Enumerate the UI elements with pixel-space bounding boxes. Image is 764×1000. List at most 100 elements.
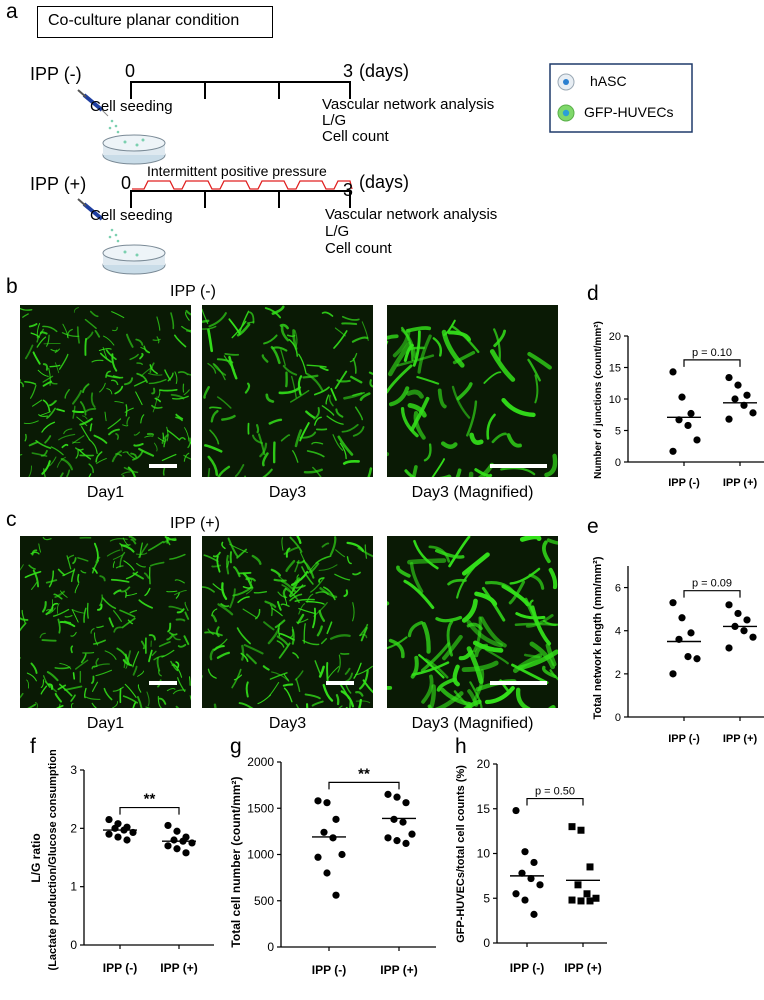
micrograph-ippminus-day3 <box>202 305 373 477</box>
data-point <box>402 839 410 847</box>
micrograph-ippplus-day3 <box>202 536 373 708</box>
y-tick-label: 6 <box>615 583 621 595</box>
data-point <box>123 836 131 844</box>
micrograph-ippminus-day1 <box>20 305 191 477</box>
panel-label-f: f <box>30 735 36 758</box>
significance-bracket <box>328 781 400 790</box>
data-point <box>749 409 757 417</box>
data-point <box>725 601 733 609</box>
data-point <box>393 793 401 801</box>
y-axis-label: Total network length (mm/mm²) <box>592 556 604 719</box>
panel-label-c: c <box>6 508 17 531</box>
y-axis-label-sub: (Lactate production/Glucose consumption) <box>47 750 59 970</box>
panel-b-title: IPP (-) <box>170 283 216 300</box>
timeline-start: 0 <box>121 173 132 193</box>
x-tick-label: IPP (-) <box>668 477 700 489</box>
panel-label-h: h <box>455 735 467 758</box>
significance-annotation: ** <box>358 765 370 782</box>
y-tick-label: 1 <box>70 880 77 894</box>
data-point <box>408 830 416 838</box>
micrograph-ippplus-day1 <box>20 536 191 708</box>
y-tick-label: 20 <box>609 331 621 343</box>
data-point <box>105 830 113 838</box>
timeline-end: 3 <box>343 61 354 81</box>
caption-day3-magnified: Day3 (Magnified) <box>411 484 534 501</box>
timeline-diagram <box>77 63 693 275</box>
data-point <box>743 616 751 624</box>
chart-g-cell-number: 0 500 1000 1500 2000 IPP (-) IPP (+) Total cell… <box>229 755 436 977</box>
caption-day3-magnified: Day3 (Magnified) <box>411 715 534 732</box>
cell-seeding-label: Cell seeding <box>90 98 173 115</box>
culture-dish-icon <box>102 244 166 275</box>
y-tick-label: 1500 <box>247 801 274 815</box>
data-point <box>320 828 328 836</box>
y-tick-label: 2 <box>70 821 77 835</box>
y-tick-label: 1000 <box>247 848 274 862</box>
micrograph-ippplus-day3-magnified <box>387 536 558 708</box>
data-point <box>684 421 692 430</box>
data-point <box>384 790 392 798</box>
legend-hasc-label: hASC <box>590 73 627 89</box>
data-point <box>329 834 337 842</box>
data-point <box>527 874 535 883</box>
data-point <box>749 633 757 641</box>
data-point <box>173 827 181 835</box>
analysis-item: L/G <box>322 112 347 129</box>
y-tick-label: 3 <box>70 763 77 777</box>
panel-label-e: e <box>587 515 599 538</box>
syringe-icon <box>77 89 120 134</box>
micrograph-ippminus-day3-magnified <box>387 305 558 477</box>
analysis-item: Cell count <box>325 240 392 257</box>
data-point <box>173 845 181 853</box>
x-tick-label: IPP (-) <box>103 961 137 975</box>
data-point <box>393 837 401 845</box>
data-point <box>314 853 322 861</box>
significance-annotation: p = 0.09 <box>692 578 732 590</box>
x-tick-label: IPP (+) <box>160 961 197 975</box>
analysis-item: L/G <box>325 223 350 240</box>
data-point <box>521 896 529 904</box>
data-point <box>583 890 591 898</box>
data-point <box>402 799 410 807</box>
data-point <box>592 894 600 902</box>
data-point <box>338 850 346 859</box>
panel-c-title: IPP (+) <box>170 515 220 532</box>
timeline-unit: (days) <box>359 172 410 192</box>
data-point <box>669 670 677 678</box>
timeline-end: 3 <box>343 180 354 200</box>
data-point <box>188 839 196 847</box>
data-point <box>332 891 340 899</box>
data-point <box>693 436 701 444</box>
data-point <box>384 834 392 842</box>
significance-bracket <box>526 797 584 806</box>
data-point <box>693 655 701 663</box>
significance-bracket <box>119 806 180 815</box>
y-axis-label: Number of junctions (count/mm²) <box>593 321 604 479</box>
panel-label-a: a <box>6 0 18 23</box>
x-tick-label: IPP (+) <box>564 961 601 975</box>
data-point <box>518 869 526 877</box>
data-point <box>669 368 677 376</box>
data-point <box>740 627 748 635</box>
y-tick-label: 0 <box>615 712 621 724</box>
data-point <box>323 799 331 807</box>
chart-f-lg-ratio: 0 1 2 3 IPP (-) IPP (+) L/G ratio (Lactate prod… <box>29 750 214 975</box>
y-axis-label: L/G ratio <box>29 833 43 882</box>
data-point <box>731 395 739 403</box>
panel-a-title-box: Co-culture planar condition <box>37 6 273 38</box>
data-point <box>164 842 172 850</box>
y-tick-label: 0 <box>615 457 621 469</box>
y-tick-label: 5 <box>483 891 490 905</box>
data-point <box>687 629 695 637</box>
data-point <box>399 818 407 826</box>
data-point <box>678 614 686 622</box>
chart-e-network-length: 0 2 4 6 IPP (-) IPP (+) Total network length (… <box>592 556 764 745</box>
analysis-item: Vascular network analysis <box>325 206 498 223</box>
legend-huvec-label: GFP-HUVECs <box>584 104 674 120</box>
data-point <box>530 910 538 918</box>
data-point <box>669 447 677 455</box>
analysis-list: Vascular network analysis L/G Cell count <box>325 206 497 257</box>
panel-a-title: Co-culture planar condition <box>48 12 240 29</box>
syringe-icon <box>77 198 120 243</box>
data-point <box>512 806 520 815</box>
